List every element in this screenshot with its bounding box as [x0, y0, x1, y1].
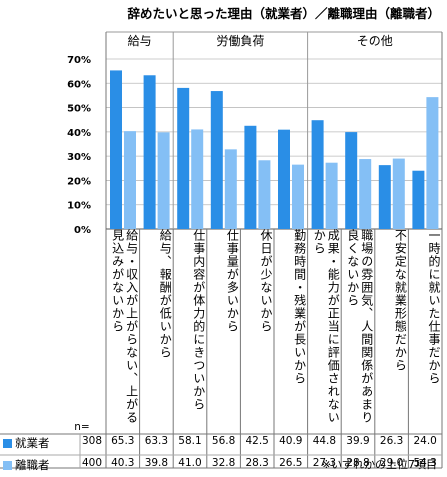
- data-label: 29.0: [379, 457, 404, 469]
- y-tick-label: 0%: [74, 225, 91, 236]
- data-label: 28.3: [245, 457, 269, 469]
- data-label: 41.0: [178, 457, 202, 469]
- data-label: 32.8: [211, 457, 236, 469]
- data-label: 27.3: [312, 457, 337, 469]
- legend-swatch: [3, 439, 12, 448]
- data-label: 40.3: [111, 457, 135, 469]
- data-label: 56.8: [211, 435, 236, 447]
- legend-item: 就業者: [3, 435, 50, 451]
- category-label: 勤務時間・残業が長いから: [292, 229, 307, 385]
- bar-series-1: [378, 165, 391, 229]
- legend-swatch: [3, 461, 12, 470]
- y-tick-label: 30%: [67, 152, 91, 163]
- bar-series-1: [244, 125, 257, 229]
- group-label: 給与: [127, 34, 152, 48]
- data-label: 28.8: [346, 457, 370, 469]
- bar-series-2: [426, 97, 439, 229]
- category-label: 不安定な就業形態だから: [393, 229, 408, 372]
- group-label: その他: [356, 34, 393, 48]
- bar-series-1: [143, 75, 156, 230]
- bar-series-2: [224, 149, 237, 229]
- data-label: 40.9: [279, 435, 303, 447]
- chart-title: 辞めたいと思った理由（就業者）／離職理由（離職者）: [127, 6, 440, 21]
- n-value: 400: [81, 457, 103, 469]
- y-tick-label: 70%: [67, 55, 91, 66]
- bar-series-1: [345, 132, 358, 229]
- data-label: 63.3: [144, 435, 169, 447]
- legend-label: 離職者: [15, 458, 50, 472]
- bar-series-1: [412, 170, 425, 229]
- n-label: n=: [74, 421, 90, 433]
- data-label: 44.8: [312, 435, 337, 447]
- bar-series-1: [177, 87, 190, 230]
- n-value: 308: [81, 435, 103, 447]
- data-label: 39.8: [144, 457, 169, 469]
- bar-series-2: [325, 162, 338, 229]
- bar-series-2: [191, 129, 204, 229]
- data-label: 54.3: [413, 457, 437, 469]
- group-label: 労働負荷: [216, 34, 265, 48]
- bar-series-2: [392, 158, 405, 229]
- legend-label: 就業者: [15, 436, 50, 450]
- data-label: 26.5: [279, 457, 303, 469]
- data-label: 42.5: [245, 435, 269, 447]
- y-tick-label: 20%: [67, 176, 91, 187]
- bar-series-1: [210, 91, 223, 229]
- category-label: 仕事内容が体力的にきついから: [191, 229, 206, 411]
- data-label: 65.3: [111, 435, 135, 447]
- data-label: 26.3: [379, 435, 404, 447]
- bar-series-1: [110, 70, 122, 230]
- category-label: 成果・能力が正当に評価されないから: [312, 229, 341, 424]
- footnote: ※いずれかの上位7項目: [321, 458, 437, 471]
- category-label: 給与、報酬が低いから: [158, 229, 173, 359]
- category-label: 一時的に就いた仕事だから: [426, 229, 441, 385]
- legend-item: 離職者: [3, 457, 50, 473]
- y-tick-label: 40%: [67, 128, 91, 139]
- category-label: 給与・収入が上がらない、上がる見込みがないから: [110, 229, 139, 424]
- category-label: 職場の雰囲気、人間関係があまり良くないから: [345, 229, 374, 424]
- bar-series-1: [311, 120, 324, 229]
- bar-series-2: [157, 132, 170, 229]
- category-label: 仕事量が多いから: [225, 229, 240, 333]
- bar-series-2: [124, 131, 136, 229]
- y-tick-label: 10%: [67, 201, 91, 212]
- bar-series-1: [278, 129, 290, 229]
- data-label: 39.9: [346, 435, 370, 447]
- bar-series-2: [258, 160, 271, 229]
- data-label: 24.0: [413, 435, 437, 447]
- bar-series-2: [359, 159, 372, 229]
- y-tick-label: 60%: [67, 79, 91, 90]
- y-tick-label: 50%: [67, 104, 91, 115]
- data-label: 58.1: [178, 435, 202, 447]
- bar-series-2: [292, 164, 304, 229]
- category-label: 休日が少ないから: [258, 229, 273, 333]
